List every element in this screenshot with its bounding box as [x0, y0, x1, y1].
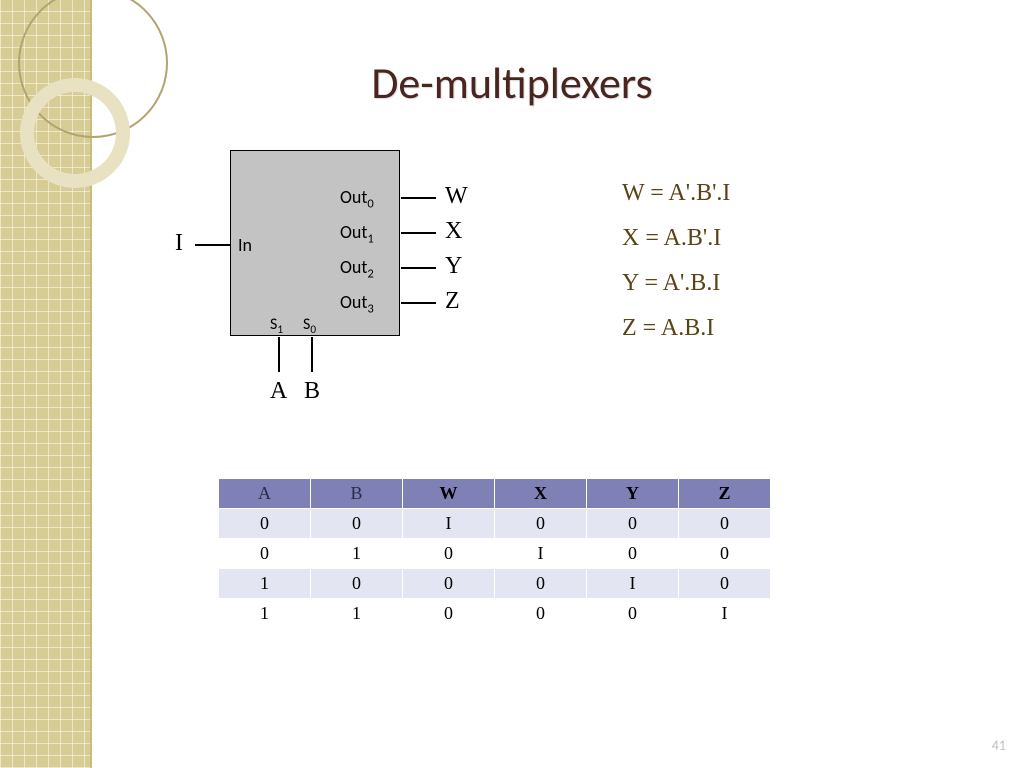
- page-number: 41: [992, 737, 1006, 754]
- eq-w: W = A'.B'.I: [622, 180, 730, 207]
- wire-out2: [401, 267, 436, 269]
- signal-x: X: [445, 218, 462, 245]
- wire-s0: [311, 337, 313, 372]
- wire-out1: [401, 232, 436, 234]
- col-a: A: [219, 479, 311, 509]
- wire-out3: [401, 302, 436, 304]
- wire-s1: [278, 337, 280, 372]
- col-b: B: [311, 479, 403, 509]
- port-out2: Out2: [340, 256, 374, 282]
- table-row: 0 1 0 I 0 0: [219, 539, 771, 569]
- port-s1: S1: [270, 315, 283, 337]
- table-row: 1 1 0 0 0 I: [219, 599, 771, 629]
- table-row: 1 0 0 0 I 0: [219, 569, 771, 599]
- signal-b: B: [304, 378, 320, 405]
- col-x: X: [495, 479, 587, 509]
- truth-header: A B W X Y Z: [219, 479, 771, 509]
- port-out0: Out0: [340, 186, 374, 212]
- col-z: Z: [679, 479, 771, 509]
- eq-y: Y = A'.B.I: [622, 270, 730, 297]
- port-out3: Out3: [340, 291, 374, 317]
- col-y: Y: [587, 479, 679, 509]
- signal-in: I: [175, 230, 183, 257]
- signal-w: W: [445, 183, 468, 210]
- eq-x: X = A.B'.I: [622, 225, 730, 252]
- slide-title: De-multiplexers: [0, 56, 1024, 110]
- port-out1: Out1: [340, 221, 374, 247]
- eq-z: Z = A.B.I: [622, 315, 730, 342]
- equations-block: W = A'.B'.I X = A.B'.I Y = A'.B.I Z = A.…: [622, 180, 730, 360]
- signal-y: Y: [445, 253, 462, 280]
- signal-a: A: [270, 378, 287, 405]
- port-s0: S0: [303, 315, 316, 337]
- truth-table: A B W X Y Z 0 0 I 0 0 0 0 1 0 I 0 0 1 0 …: [218, 478, 771, 629]
- signal-z: Z: [445, 288, 460, 315]
- demux-diagram: In I Out0 W Out1 X Out2 Y Out3 Z S1 A S0…: [175, 150, 495, 430]
- col-w: W: [403, 479, 495, 509]
- demux-box: [230, 150, 400, 336]
- table-row: 0 0 I 0 0 0: [219, 509, 771, 539]
- port-in-label: In: [238, 234, 252, 256]
- wire-out0: [401, 197, 436, 199]
- wire-in: [195, 244, 230, 246]
